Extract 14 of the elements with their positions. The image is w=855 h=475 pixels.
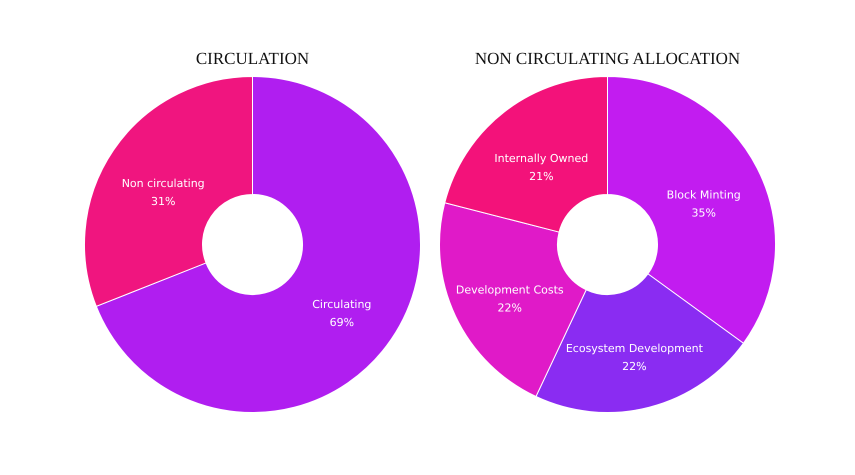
data-label: 21% [529, 170, 554, 184]
data-label: 31% [150, 194, 176, 208]
data-label: 22% [622, 360, 647, 374]
data-label: 69% [330, 316, 354, 330]
slice-label: Development Costs [456, 283, 564, 296]
slice-label: Ecosystem Development [566, 342, 704, 356]
slice-label: Circulating [312, 298, 372, 312]
chart-title: CIRCULATION [196, 49, 310, 68]
data-label: 22% [498, 301, 522, 314]
slice-label: Internally Owned [494, 152, 588, 166]
data-label: 35% [692, 206, 716, 220]
chart-title: NON CIRCULATING ALLOCATION [474, 49, 740, 68]
slice-label: Block Minting [666, 188, 741, 202]
slice-label: Non circulating [122, 176, 205, 190]
